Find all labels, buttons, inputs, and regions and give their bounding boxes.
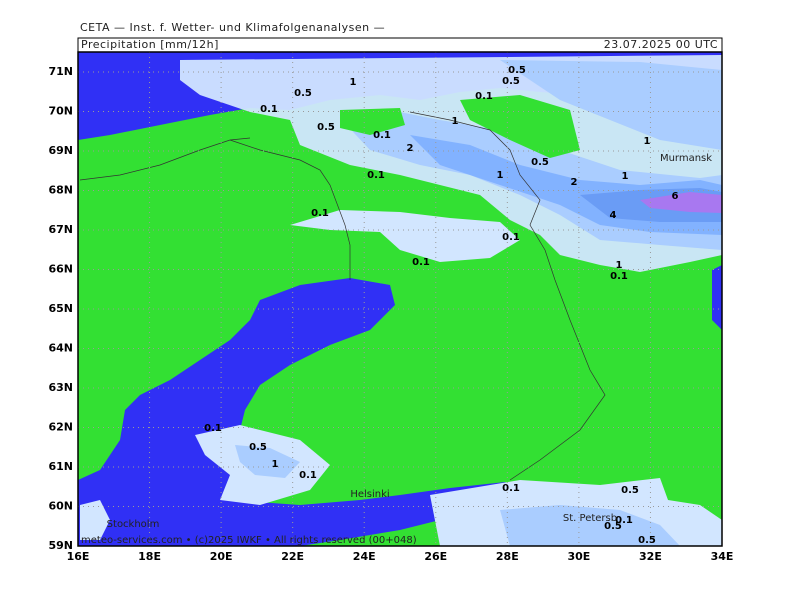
sea: [78, 278, 520, 546]
contour-label: 0.5: [604, 521, 622, 532]
lon-tick-label: 22E: [281, 550, 304, 563]
lon-tick-label: 26E: [424, 550, 447, 563]
lat-tick-label: 70N: [48, 105, 73, 118]
contour-label: 6: [672, 191, 679, 202]
contour-label: 1: [350, 77, 357, 88]
contour-label: 0.5: [249, 442, 267, 453]
contour-label: 0.5: [638, 535, 656, 546]
contour-label: 1: [644, 136, 651, 147]
city-label: Helsinki: [350, 489, 389, 500]
contour-label: 0.5: [502, 76, 520, 87]
header-date: 23.07.2025 00 UTC: [604, 38, 718, 51]
footer: meteo-services.com • (c)2025 IWKF • All …: [81, 535, 417, 546]
precip-0.1: [80, 500, 110, 540]
contour-label: 0.1: [615, 515, 633, 526]
lon-tick-label: 28E: [496, 550, 519, 563]
border: [229, 139, 351, 280]
contour-label: 0.1: [204, 423, 222, 434]
lon-tick-label: 24E: [353, 550, 376, 563]
contour-label: 0.1: [260, 104, 278, 115]
city-label: Murmansk: [660, 153, 712, 164]
contour-label: 0.5: [531, 157, 549, 168]
city-label: Stockholm: [107, 519, 160, 530]
contour-label: 0.1: [299, 470, 317, 481]
contour-label: 0.1: [502, 483, 520, 494]
lat-tick-label: 64N: [48, 342, 73, 355]
border: [409, 111, 606, 481]
lat-tick-label: 71N: [48, 65, 73, 78]
precip-0.5: [235, 445, 300, 478]
precip-0.5: [500, 505, 680, 546]
contour-label: 2: [407, 143, 414, 154]
header-subtitle: Precipitation [mm/12h]: [81, 38, 219, 51]
lat-tick-label: 69N: [48, 144, 73, 157]
lon-tick-label: 16E: [67, 550, 90, 563]
contour-labels: 0.50.510.5 0.10.110.50.1210.510.121640.10…: [107, 65, 713, 546]
land-dry: [460, 95, 580, 158]
contour-label: 0.1: [373, 130, 391, 141]
contour-label: 0.1: [367, 170, 385, 181]
border: [79, 137, 251, 181]
header-title: CETA — Inst. f. Wetter- und Klimafolgena…: [80, 21, 385, 34]
sea: [712, 265, 722, 330]
lon-tick-label: 32E: [639, 550, 662, 563]
lon-tick-label: 34E: [711, 550, 734, 563]
map-frame: [77, 51, 723, 547]
lat-tick-label: 66N: [48, 263, 73, 276]
contour-label: 0.5: [317, 122, 335, 133]
contour-label: 2: [571, 177, 578, 188]
lat-tick-label: 60N: [48, 500, 73, 513]
lat-tick-label: 61N: [48, 460, 73, 473]
contour-label: 4: [610, 210, 617, 221]
lat-tick-label: 65N: [48, 302, 73, 315]
contour-label: 0.1: [311, 208, 329, 219]
lon-tick-label: 30E: [567, 550, 590, 563]
city-label: St. Petersb: [563, 513, 617, 524]
precip-0.1: [290, 210, 520, 262]
contour-label: 0.5: [294, 88, 312, 99]
lat-tick-label: 62N: [48, 421, 73, 434]
contour-label: 0.5: [508, 65, 526, 76]
contour-label: 1: [622, 171, 629, 182]
land-dry: [340, 108, 405, 135]
contour-label: 1: [616, 260, 623, 271]
lat-tick-label: 59N: [48, 539, 73, 552]
precip-0.5: [500, 60, 722, 150]
lat-tick-label: 63N: [48, 381, 73, 394]
map-area: 0.50.510.5 0.10.110.50.1210.510.121640.10…: [78, 52, 722, 546]
contour-label: 0.1: [610, 271, 628, 282]
contour-label: 0.1: [475, 91, 493, 102]
contour-label: 0.1: [502, 232, 520, 243]
contour-label: 0.5: [621, 485, 639, 496]
contour-label: 0.1: [412, 257, 430, 268]
lon-tick-label: 18E: [138, 550, 161, 563]
contour-label: 1: [497, 170, 504, 181]
lat-tick-label: 68N: [48, 184, 73, 197]
lon-tick-label: 20E: [210, 550, 233, 563]
contour-label: 1: [452, 116, 459, 127]
contour-label: 1: [272, 459, 279, 470]
precip-6: [640, 192, 722, 213]
lat-tick-label: 67N: [48, 223, 73, 236]
